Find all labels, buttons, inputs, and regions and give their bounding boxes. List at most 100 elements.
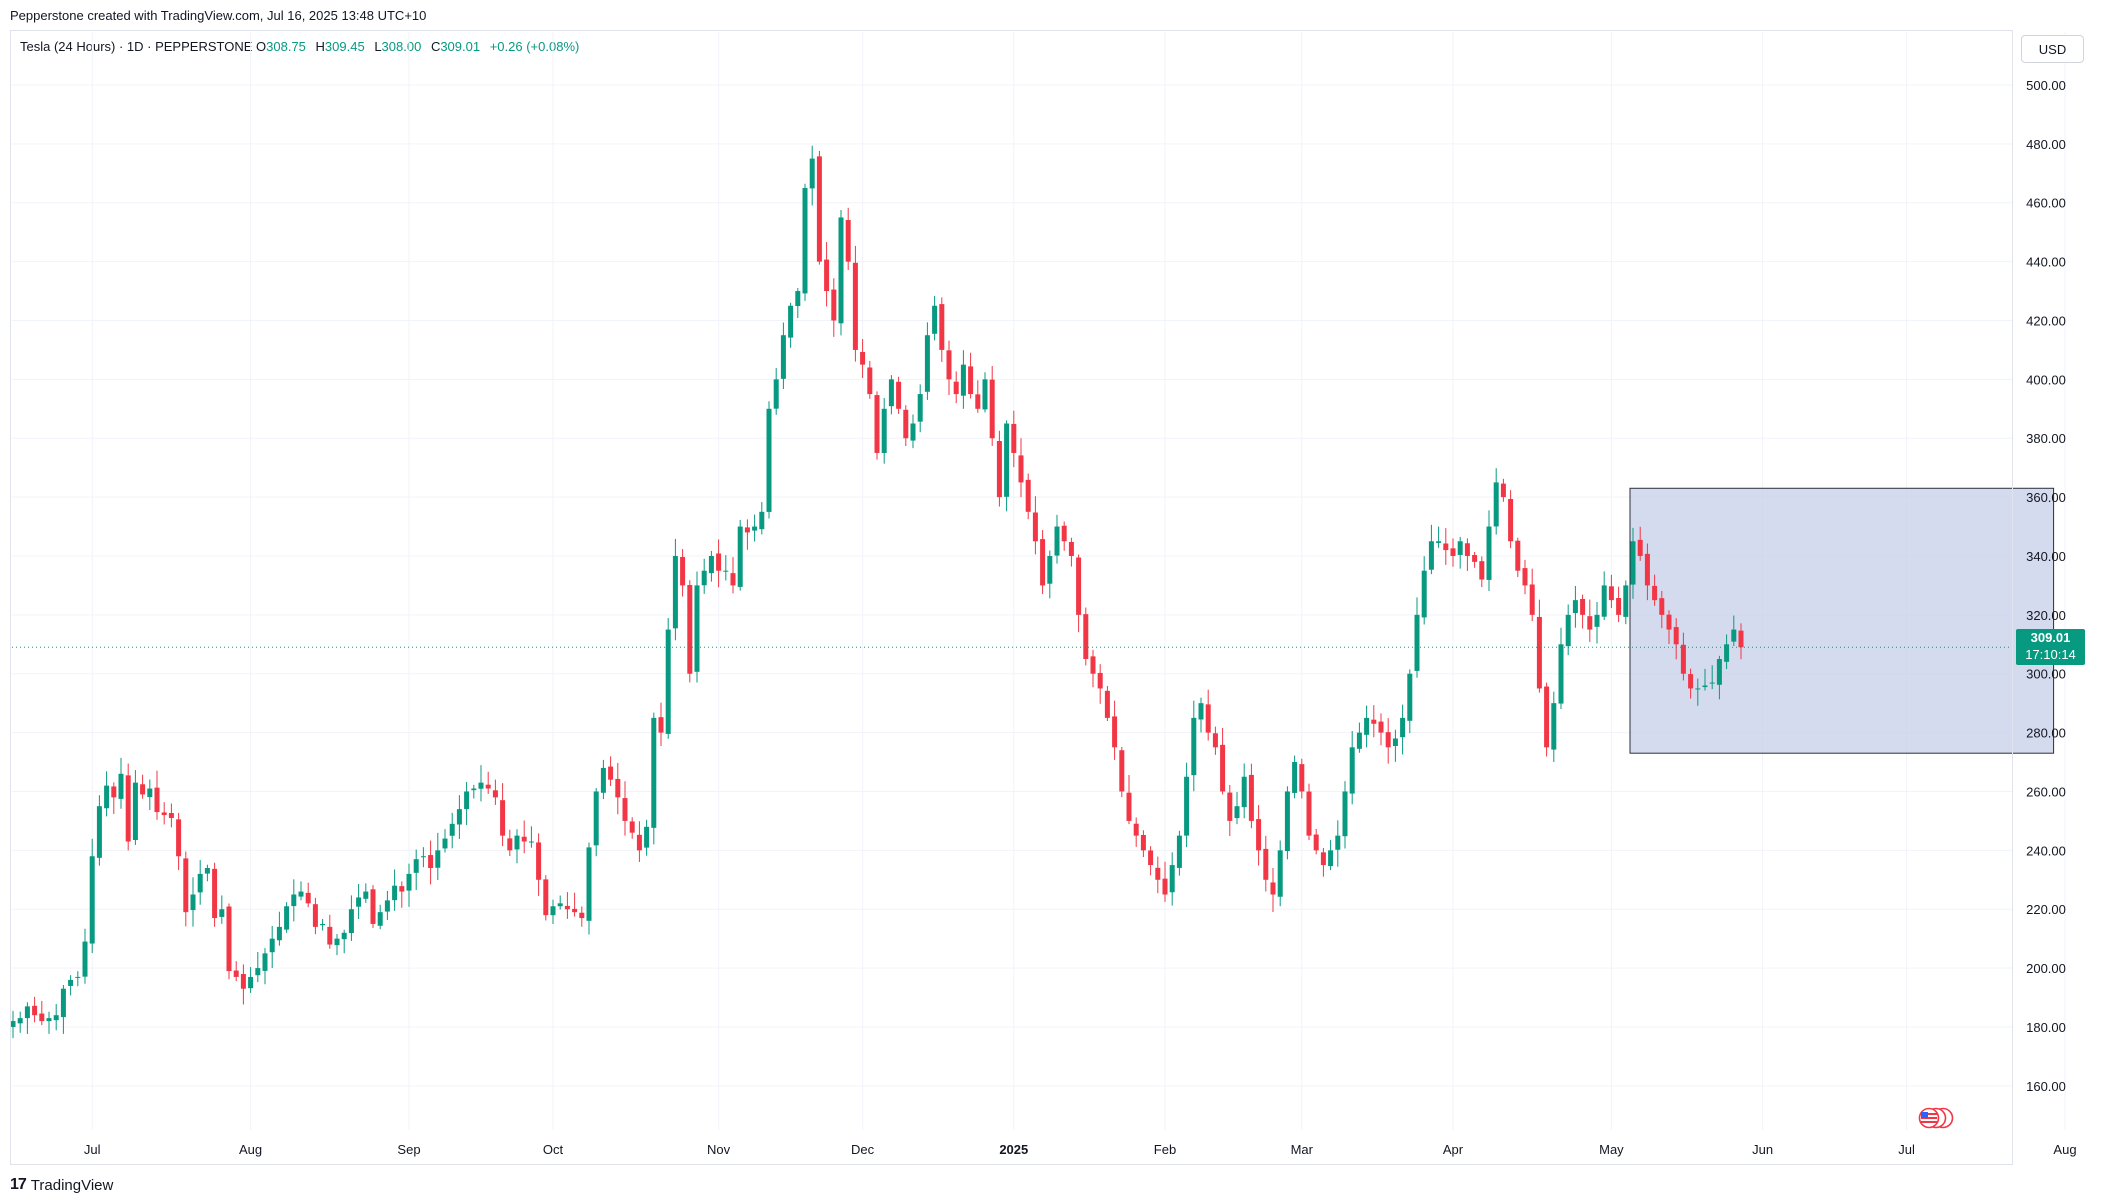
candle-body: [860, 352, 866, 365]
candle-body: [1292, 762, 1298, 793]
candle-body: [572, 908, 578, 913]
candle-body: [1076, 557, 1082, 615]
candle-body: [615, 778, 621, 798]
candle-body: [608, 766, 614, 780]
close-label: C: [430, 39, 441, 54]
price-tick-label: 480.00: [2026, 137, 2066, 152]
candle-body: [1536, 616, 1542, 689]
candle-body: [248, 976, 254, 989]
candle-body: [1277, 850, 1283, 897]
candle-body: [226, 906, 232, 972]
currency-button[interactable]: USD: [2021, 35, 2084, 63]
candle-body: [1587, 616, 1593, 630]
candle-body: [557, 903, 563, 907]
candle-body: [1061, 525, 1067, 542]
candle-body: [1479, 561, 1485, 580]
high-value: 309.45: [324, 39, 365, 54]
candle-body: [384, 900, 390, 912]
candle-body: [24, 1006, 30, 1019]
time-tick-label: Dec: [851, 1142, 875, 1157]
candle-body: [291, 894, 297, 907]
candle-body: [1162, 878, 1168, 895]
candle-body: [831, 289, 837, 321]
candle-body: [1385, 732, 1391, 748]
tradingview-logo[interactable]: 17 TradingView: [10, 1176, 113, 1194]
candle-body: [1068, 541, 1074, 556]
candle-body: [1191, 717, 1197, 776]
candle-body: [320, 923, 326, 926]
candle-body: [492, 790, 498, 798]
candle-body: [32, 1005, 38, 1016]
candle-body: [478, 782, 484, 789]
candle-body: [154, 787, 160, 813]
candle-body: [622, 798, 628, 821]
candle-body: [1212, 733, 1218, 748]
candle-body: [1623, 585, 1629, 617]
candle-body: [1457, 541, 1463, 555]
candle-body: [1508, 498, 1514, 542]
candle-body: [1673, 627, 1679, 645]
candle-body: [953, 381, 959, 395]
price-tick-label: 360.00: [2026, 490, 2066, 505]
candle-body: [759, 511, 765, 530]
candle-body: [140, 784, 146, 795]
price-tick-label: 200.00: [2026, 961, 2066, 976]
candle-body: [1018, 455, 1024, 483]
ohlc-legend: Tesla (24 Hours) · 1D · PEPPERSTONE O308…: [20, 39, 585, 54]
candle-body: [1400, 717, 1406, 738]
candle-body: [118, 773, 124, 799]
open-value: 308.75: [266, 39, 306, 54]
candle-body: [399, 886, 405, 892]
candle-body: [1176, 835, 1182, 868]
candle-body: [1630, 541, 1636, 585]
candle-body: [701, 570, 707, 586]
time-tick-label: Oct: [543, 1142, 564, 1157]
candlestick-series: [10, 145, 2012, 1039]
price-tick-label: 160.00: [2026, 1079, 2066, 1094]
candle-body: [809, 158, 815, 189]
candle-body: [348, 909, 354, 934]
candle-body: [219, 909, 225, 917]
price-tick-label: 320.00: [2026, 608, 2066, 623]
candle-body: [485, 784, 491, 789]
price-tick-label: 500.00: [2026, 78, 2066, 93]
candle-body: [1688, 674, 1694, 689]
candle-body: [550, 906, 556, 916]
candle-body: [824, 259, 830, 292]
candle-body: [968, 366, 974, 395]
time-tick-label: Jul: [1898, 1142, 1915, 1157]
candle-body: [168, 813, 174, 818]
highlight-range-box: [1629, 487, 2055, 754]
candle-body: [1184, 776, 1190, 836]
candle-body: [1104, 690, 1110, 718]
candle-body: [334, 938, 340, 946]
candle-body: [204, 868, 210, 874]
price-tick-label: 300.00: [2026, 667, 2066, 682]
candle-body: [60, 988, 66, 1018]
price-axis[interactable]: 160.00 180.00 200.00 220.00 240.00 260.00 280.…: [2026, 78, 2066, 1094]
candle-body: [1659, 598, 1665, 615]
candle-body: [1551, 703, 1557, 750]
candle-body: [694, 585, 700, 672]
candle-body: [276, 926, 282, 941]
candle-body: [1004, 423, 1010, 497]
candle-body: [53, 1015, 59, 1021]
time-axis[interactable]: Jul Aug Sep Oct Nov Dec 2025 Feb Mar Apr May Jun Jul…: [84, 1142, 2077, 1157]
candle-body: [1472, 554, 1478, 562]
candle-body: [924, 335, 930, 392]
candle-body: [1644, 553, 1650, 586]
candle-body: [1515, 540, 1521, 571]
symbol-description[interactable]: Tesla (24 Hours) · 1D · PEPPERSTONE: [20, 39, 253, 54]
candle-body: [1140, 834, 1146, 851]
time-tick-label: Apr: [1443, 1142, 1464, 1157]
candle-body: [269, 938, 275, 953]
us-flag-events-icon[interactable]: [1912, 1107, 1954, 1129]
candle-body: [1025, 479, 1031, 512]
candle-body: [212, 868, 218, 919]
candle-body: [593, 791, 599, 846]
candle-body: [1544, 686, 1550, 748]
price-tick-label: 220.00: [2026, 902, 2066, 917]
candle-body: [1097, 672, 1103, 689]
candle-body: [132, 782, 138, 840]
